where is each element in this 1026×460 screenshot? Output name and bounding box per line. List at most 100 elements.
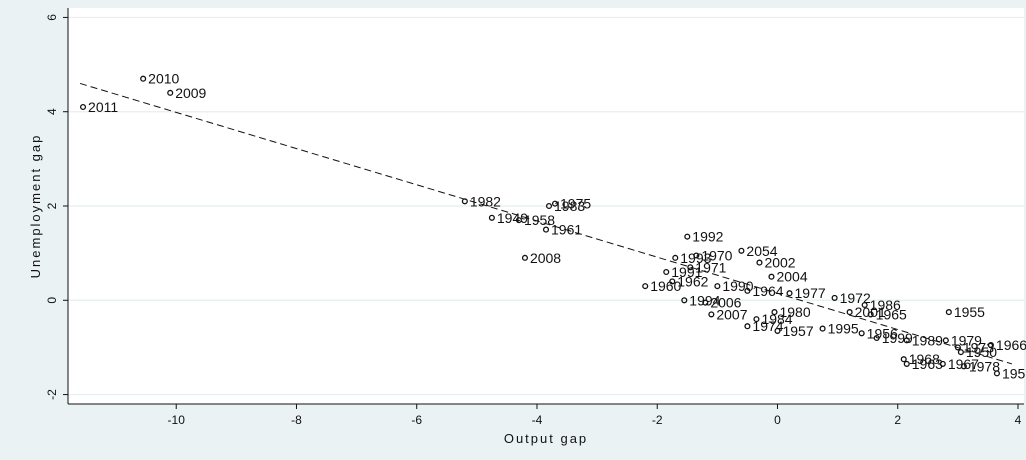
point-label: 1959	[1002, 365, 1026, 381]
fit-line	[79, 82, 1013, 365]
data-point	[771, 309, 778, 316]
point-label: 1961	[551, 222, 582, 238]
x-tick-label: -2	[652, 413, 663, 427]
point-label: 1973	[963, 339, 994, 355]
point-label: 2009	[175, 85, 206, 101]
data-point	[702, 299, 709, 306]
point-label: 2002	[764, 255, 795, 271]
data-point	[669, 278, 676, 285]
data-point	[744, 323, 751, 330]
point-label: 1977	[795, 285, 826, 301]
point-label: 1978	[969, 358, 1000, 374]
y-tick-label: 0	[45, 297, 59, 304]
data-point	[687, 264, 694, 271]
point-label: 2004	[776, 269, 807, 285]
data-point	[819, 325, 826, 332]
point-label: 1950	[966, 344, 997, 360]
data-point	[954, 344, 961, 351]
point-label: 1970	[701, 248, 732, 264]
point-label: 1957	[782, 323, 813, 339]
data-point	[939, 360, 946, 367]
data-point	[693, 252, 700, 259]
point-label: 1971	[695, 259, 726, 275]
point-label: 2011	[88, 99, 118, 115]
data-point	[542, 226, 550, 233]
data-point	[960, 363, 967, 370]
x-tick-label: 4	[1015, 413, 1022, 427]
x-axis-ticks: -10 -8 -6 -4 -2 0 2 4	[168, 404, 1022, 427]
point-label: 1975	[560, 196, 591, 212]
point-label: 1966	[996, 337, 1026, 353]
point-label: 1982	[470, 193, 501, 209]
data-point	[672, 254, 679, 261]
point-label: 1992	[692, 229, 723, 245]
data-point	[79, 103, 87, 111]
point-label: 1974	[752, 318, 783, 334]
data-point	[738, 247, 745, 254]
x-tick-label: 2	[894, 413, 901, 427]
data-point	[756, 259, 763, 266]
point-label: 2054	[746, 243, 777, 259]
point-label: 1989	[912, 332, 943, 348]
x-tick-label: 0	[774, 413, 781, 427]
x-tick-label: -6	[411, 413, 422, 427]
x-tick-label: -8	[291, 413, 302, 427]
point-label: 1980	[779, 304, 810, 320]
data-point	[987, 342, 994, 349]
data-point	[663, 268, 670, 276]
point-label: 1995	[828, 321, 859, 337]
data-point	[521, 254, 529, 261]
data-point	[945, 309, 952, 316]
data-point	[903, 360, 910, 367]
data-point	[831, 294, 838, 301]
data-point	[545, 202, 553, 210]
data-point	[461, 198, 468, 205]
x-tick-label: -4	[532, 413, 543, 427]
point-label: 2007	[716, 306, 747, 322]
y-axis-ticks: -2 0 2 4 6	[45, 14, 68, 400]
point-label: 1991	[671, 264, 702, 280]
point-label: 1979	[951, 332, 982, 348]
data-point	[858, 330, 865, 337]
data-point	[873, 334, 880, 342]
data-point	[515, 217, 522, 224]
point-label: 1960	[650, 278, 681, 294]
point-label: 1983	[554, 198, 585, 214]
data-point	[684, 233, 691, 240]
data-point	[900, 356, 907, 363]
y-tick-label: -2	[45, 389, 59, 400]
point-label: 1993	[680, 250, 711, 266]
y-axis-title: Unemployment gap	[28, 134, 43, 279]
point-label: 2006	[710, 295, 741, 311]
point-label: 1972	[840, 290, 871, 306]
point-label: 1958	[524, 212, 555, 228]
data-point	[167, 89, 174, 96]
y-tick-label: 4	[45, 108, 59, 115]
data-point	[867, 311, 874, 318]
y-tick-label: 6	[45, 14, 59, 21]
data-point	[774, 327, 781, 334]
data-point	[768, 273, 775, 280]
data-point	[488, 214, 495, 221]
point-label: 1955	[954, 304, 985, 320]
point-label: 1965	[876, 306, 907, 322]
point-label: 1984	[761, 311, 792, 327]
point-label: 1964	[752, 283, 783, 299]
point-label: 1968	[909, 351, 940, 367]
data-point	[642, 283, 649, 290]
data-point	[942, 337, 949, 344]
data-point	[753, 316, 760, 323]
x-axis-title: Output gap	[504, 431, 588, 446]
point-label: 2001	[855, 304, 886, 320]
data-point	[744, 287, 751, 294]
data-point	[861, 301, 868, 309]
data-point	[551, 200, 559, 207]
data-point	[140, 75, 147, 82]
data-point	[903, 337, 910, 344]
data-point	[708, 311, 715, 318]
point-label: 1962	[677, 273, 708, 289]
point-label: 2008	[530, 250, 561, 266]
data-point	[786, 290, 793, 297]
point-label: 2010	[148, 71, 179, 87]
